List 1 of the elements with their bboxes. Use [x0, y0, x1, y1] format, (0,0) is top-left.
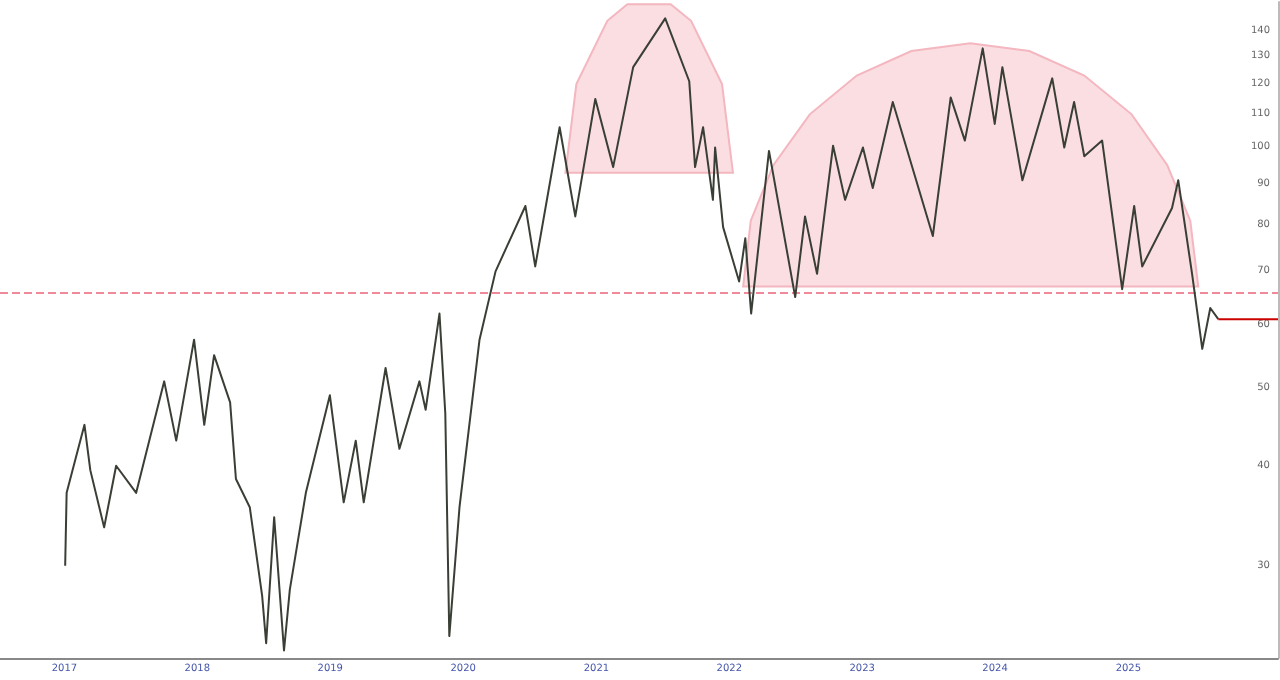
line-series: [64, 17, 1220, 652]
